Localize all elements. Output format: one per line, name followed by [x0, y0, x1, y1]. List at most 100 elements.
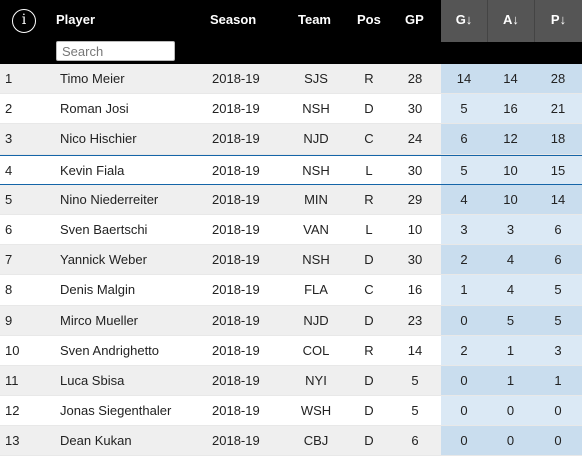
season-cell: 2018-19	[212, 101, 260, 117]
team-cell: COL	[302, 342, 330, 358]
table-row[interactable]: 1 Timo Meier 2018-19 SJS R 28 14 14 28	[0, 64, 582, 95]
gp-cell: 5	[411, 372, 419, 388]
pos-cell: D	[364, 312, 374, 328]
goals-cell: 6	[441, 124, 487, 154]
rank-cell: 1	[5, 71, 13, 86]
rank-cell: 12	[5, 403, 20, 419]
column-header-player[interactable]: Player	[56, 12, 96, 27]
table-row[interactable]: 6 Sven Baertschi 2018-19 VAN L 10 3 3 6	[0, 214, 582, 246]
team-cell: VAN	[303, 221, 329, 237]
table-row[interactable]: 13 Dean Kukan 2018-19 CBJ D 6 0 0 0	[0, 426, 582, 456]
rank-cell: 10	[5, 342, 20, 358]
column-header-points[interactable]: P↓	[534, 0, 582, 42]
pos-cell: R	[364, 71, 374, 86]
points-cell: 14	[534, 184, 582, 214]
table-row[interactable]: 7 Yannick Weber 2018-19 NSH D 30 2 4 6	[0, 245, 582, 276]
table-row[interactable]: 3 Nico Hischier 2018-19 NJD C 24 6 12 18	[0, 124, 582, 155]
team-cell: CBJ	[303, 433, 329, 449]
assists-cell: 0	[487, 426, 534, 456]
player-cell: Denis Malgin	[60, 282, 136, 298]
season-cell: 2018-19	[212, 71, 260, 86]
season-cell: 2018-19	[212, 252, 260, 268]
pos-cell: R	[364, 342, 374, 358]
team-cell: WSH	[300, 403, 332, 419]
season-cell: 2018-19	[212, 312, 260, 328]
table-row[interactable]: 8 Denis Malgin 2018-19 FLA C 16 1 4 5	[0, 275, 582, 306]
column-header-gp[interactable]: GP	[405, 12, 424, 27]
player-cell: Kevin Fiala	[60, 162, 125, 178]
rank-cell: 8	[5, 282, 13, 298]
player-cell: Roman Josi	[60, 101, 129, 117]
column-header-team[interactable]: Team	[298, 12, 331, 27]
column-header-season[interactable]: Season	[210, 12, 257, 27]
assists-cell: 3	[487, 214, 534, 245]
points-cell: 6	[534, 245, 582, 275]
table-row[interactable]: 10 Sven Andrighetto 2018-19 COL R 14 2 1 3	[0, 335, 582, 366]
table-row[interactable]: 5 Nino Niederreiter 2018-19 MIN R 29 4 10 14	[0, 184, 582, 215]
player-cell: Luca Sbisa	[60, 372, 125, 388]
column-header-assists[interactable]: A↓	[487, 0, 534, 42]
gp-cell: 23	[407, 312, 423, 328]
gp-cell: 29	[407, 191, 423, 207]
player-cell: Nico Hischier	[60, 131, 137, 147]
info-icon[interactable]: i	[12, 9, 36, 33]
season-cell: 2018-19	[212, 191, 260, 207]
table-row[interactable]: 2 Roman Josi 2018-19 NSH D 30 5 16 21	[0, 94, 582, 125]
column-header-assists-label: A↓	[503, 12, 519, 27]
assists-cell: 4	[487, 275, 534, 305]
team-cell: FLA	[304, 282, 328, 298]
gp-cell: 30	[407, 101, 423, 117]
table-row[interactable]: 11 Luca Sbisa 2018-19 NYI D 5 0 1 1	[0, 365, 582, 397]
season-cell: 2018-19	[212, 131, 260, 147]
points-cell: 3	[534, 335, 582, 365]
team-cell: NJD	[303, 131, 329, 147]
rank-cell: 9	[5, 312, 13, 328]
player-cell: Sven Andrighetto	[60, 342, 160, 358]
assists-cell: 1	[487, 335, 534, 365]
points-cell: 1	[534, 365, 582, 396]
gp-cell: 5	[411, 403, 419, 419]
gp-cell: 30	[407, 252, 423, 268]
gp-cell: 24	[407, 131, 423, 147]
team-cell: MIN	[304, 191, 328, 207]
rank-cell: 2	[5, 101, 13, 117]
assists-cell: 5	[487, 305, 534, 335]
table-row[interactable]: 9 Mirco Mueller 2018-19 NJD D 23 0 5 5	[0, 305, 582, 336]
season-cell: 2018-19	[212, 403, 260, 419]
table-row[interactable]: 4 Kevin Fiala 2018-19 NSH L 30 5 10 15	[0, 154, 582, 185]
goals-cell: 2	[441, 245, 487, 275]
rank-cell: 6	[5, 221, 13, 237]
pos-cell: D	[364, 372, 374, 388]
goals-cell: 5	[441, 155, 487, 184]
table-body: 1 Timo Meier 2018-19 SJS R 28 14 14 28 2 Roman Jos…	[0, 64, 582, 456]
assists-cell: 1	[487, 365, 534, 396]
search-input[interactable]	[56, 41, 175, 61]
player-cell: Dean Kukan	[60, 433, 132, 449]
column-header-goals[interactable]: G↓	[441, 0, 487, 42]
player-cell: Jonas Siegenthaler	[60, 403, 172, 419]
goals-cell: 1	[441, 275, 487, 305]
pos-cell: D	[364, 403, 374, 419]
gp-cell: 28	[407, 71, 423, 86]
rank-cell: 11	[5, 372, 19, 388]
pos-cell: D	[364, 433, 374, 449]
points-cell: 28	[534, 64, 582, 94]
table-header: i Player Season Team Pos GP G↓ A↓ P↓	[0, 0, 582, 64]
assists-cell: 10	[487, 184, 534, 214]
gp-cell: 16	[407, 282, 423, 298]
table-row[interactable]: 12 Jonas Siegenthaler 2018-19 WSH D 5 0 0 0	[0, 396, 582, 427]
gp-cell: 6	[411, 433, 419, 449]
player-cell: Sven Baertschi	[60, 221, 148, 237]
column-header-pos[interactable]: Pos	[357, 12, 381, 27]
points-cell: 5	[534, 275, 582, 305]
points-cell: 21	[534, 94, 582, 124]
points-cell: 0	[534, 396, 582, 426]
rank-cell: 3	[5, 131, 13, 147]
goals-cell: 14	[441, 64, 487, 94]
goals-cell: 4	[441, 184, 487, 214]
pos-cell: L	[365, 162, 373, 178]
team-cell: NJD	[303, 312, 329, 328]
pos-cell: C	[364, 131, 374, 147]
assists-cell: 14	[487, 64, 534, 94]
